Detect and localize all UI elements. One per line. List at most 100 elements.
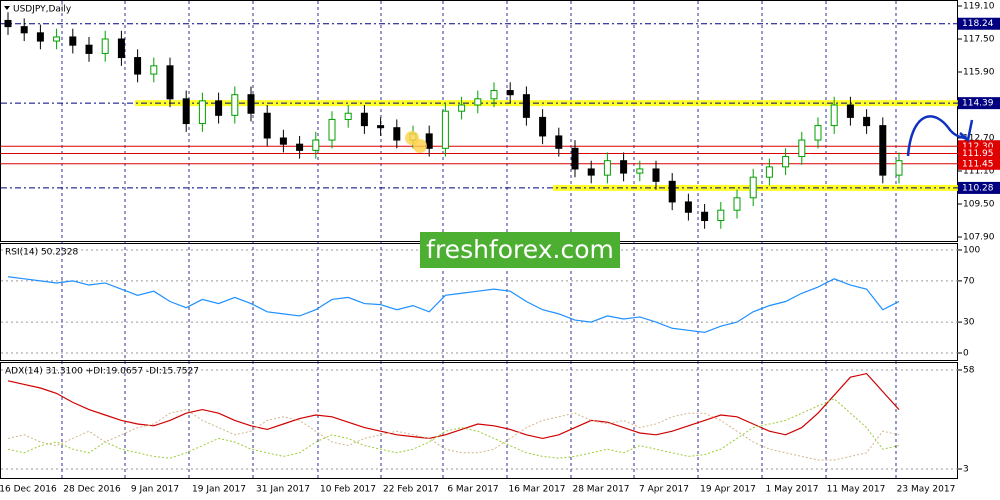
x-tick-label: 1 May 2017 xyxy=(766,485,819,495)
candle-body xyxy=(53,36,61,42)
menu-triangle xyxy=(4,6,10,10)
zone xyxy=(135,100,958,107)
candle-body xyxy=(458,104,466,112)
level-label: 112.30 xyxy=(962,142,994,152)
level-box xyxy=(958,147,1000,160)
watermark: freshforex.com xyxy=(426,235,614,264)
candle-body xyxy=(166,65,174,100)
candle-body xyxy=(571,147,579,170)
candle-body xyxy=(603,160,611,176)
candle-body xyxy=(863,116,871,127)
x-tick-label: 31 Jan 2017 xyxy=(256,485,310,495)
x-tick-label: 28 Dec 2016 xyxy=(63,485,121,495)
candle-body xyxy=(539,116,547,137)
candle-body xyxy=(134,57,142,75)
candle-body xyxy=(522,94,530,118)
level-label: 111.45 xyxy=(962,159,994,169)
y-tick-label: 0 xyxy=(963,349,969,359)
y-tick-label: 3 xyxy=(963,465,969,475)
candle-body xyxy=(198,100,206,125)
x-tick-label: 19 Jan 2017 xyxy=(192,485,246,495)
symbol: USDJPY,Daily xyxy=(13,5,72,15)
x-tick-label: 11 May 2017 xyxy=(827,485,886,495)
candle-body xyxy=(506,90,514,96)
x-tick-label: 7 Apr 2017 xyxy=(639,485,689,495)
y-tick-label: 109.50 xyxy=(963,200,995,210)
candle-body xyxy=(360,112,368,127)
candle-body xyxy=(879,125,887,176)
candle-body xyxy=(247,94,255,114)
x-tick-label: 16 Dec 2016 xyxy=(0,485,57,495)
x-tick-label: 23 May 2017 xyxy=(897,485,956,495)
y-tick-label: 119.10 xyxy=(963,2,995,12)
x-tick-label: 19 Apr 2017 xyxy=(700,485,756,495)
candle-body xyxy=(425,133,433,149)
candle-body xyxy=(684,201,692,213)
indicator-line xyxy=(7,398,900,459)
candle-body xyxy=(150,65,158,75)
y-tick-label: 112.70 xyxy=(963,134,995,144)
candle-body xyxy=(733,197,741,211)
forecast-arrow xyxy=(906,115,967,157)
y-tick-label: 117.50 xyxy=(963,35,995,45)
y-tick-label: 70 xyxy=(963,276,975,286)
watermark-box xyxy=(420,232,620,268)
candle-body xyxy=(296,143,304,151)
y-tick-label: 30 xyxy=(963,318,975,328)
candle-body xyxy=(312,139,320,151)
candle-body xyxy=(555,135,563,149)
candle-body xyxy=(441,110,449,149)
adx-title: ADX(14) 31.3100 +DI:19.0657 -DI:15.7527 xyxy=(5,367,199,377)
adx-panel xyxy=(0,362,958,479)
candle-body xyxy=(765,166,773,178)
candle-body xyxy=(701,211,709,221)
candle-body xyxy=(749,176,757,199)
indicator-line xyxy=(7,276,900,334)
candle-body xyxy=(117,38,125,59)
indicator-line xyxy=(7,409,900,461)
candle-body xyxy=(328,118,336,141)
candle-body xyxy=(620,160,628,174)
candle-body xyxy=(490,90,498,100)
x-tick-label: 22 Feb 2017 xyxy=(383,485,439,495)
candle-body xyxy=(4,19,12,28)
candle-body xyxy=(344,112,352,120)
y-tick-label: 107.90 xyxy=(963,233,995,243)
x-tick-label: 16 Mar 2017 xyxy=(508,485,565,495)
candle-body xyxy=(215,100,223,116)
x-tick-label: 6 Mar 2017 xyxy=(447,485,498,495)
level-box xyxy=(958,97,1000,110)
x-tick-label: 10 Feb 2017 xyxy=(320,485,376,495)
candle-body xyxy=(668,180,676,203)
candle-body xyxy=(814,125,822,141)
candle-body xyxy=(895,160,903,176)
candle-body xyxy=(36,32,44,42)
y-tick-label: 115.90 xyxy=(963,68,995,78)
y-tick-label: 58 xyxy=(963,366,975,376)
indicator-line xyxy=(7,372,900,440)
candle-body xyxy=(377,125,385,129)
level-label: 114.39 xyxy=(962,99,994,109)
candle-body xyxy=(263,112,271,139)
level-label: 111.95 xyxy=(962,149,994,159)
y-tick-label: 111.10 xyxy=(963,167,995,177)
candle-body xyxy=(846,104,854,118)
candle-body xyxy=(652,168,660,182)
rsi-title: RSI(14) 50.2328 xyxy=(5,248,78,258)
candle-body xyxy=(182,98,190,125)
candle-body xyxy=(393,127,401,141)
level-box xyxy=(958,17,1000,30)
candle-body xyxy=(830,104,838,127)
x-tick-label: 28 Mar 2017 xyxy=(572,485,629,495)
price-panel xyxy=(0,0,958,242)
candle-body xyxy=(85,44,93,54)
level-box xyxy=(958,181,1000,194)
candle-body xyxy=(798,139,806,158)
marker xyxy=(413,139,427,153)
candle-body xyxy=(231,94,239,116)
level-label: 110.28 xyxy=(962,183,994,193)
level-box xyxy=(958,157,1000,170)
